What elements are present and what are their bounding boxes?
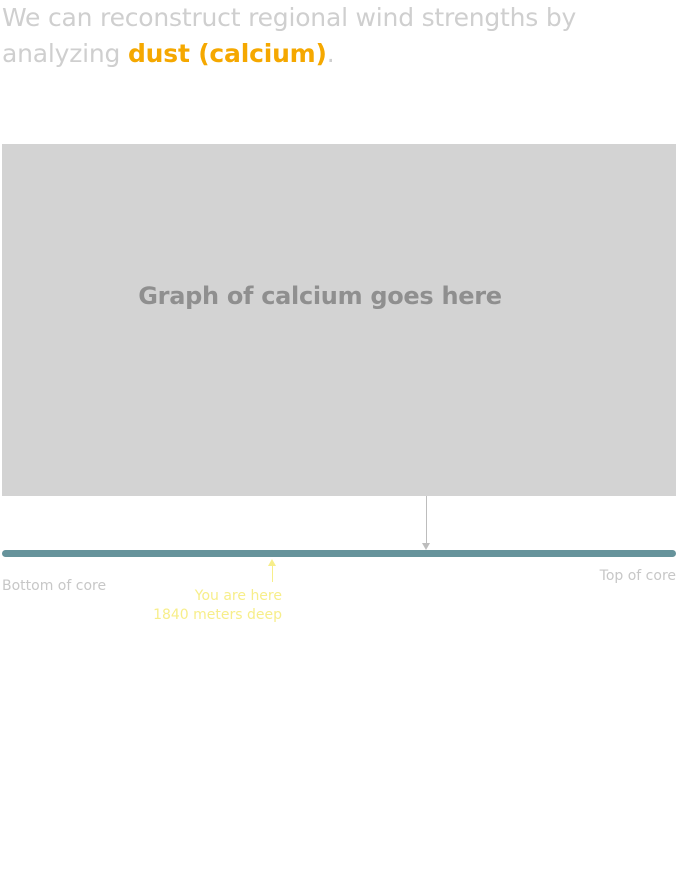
headline: We can reconstruct regional wind strengt… <box>2 0 674 72</box>
position-marker-label: You are here 1840 meters deep <box>153 587 282 625</box>
headline-suffix: . <box>326 39 335 68</box>
top-of-core-label: Top of core <box>599 568 676 584</box>
graph-pointer-line <box>426 496 427 544</box>
you-are-here-text: You are here <box>194 588 282 604</box>
up-arrow-icon <box>268 559 276 566</box>
calcium-graph-placeholder <box>2 144 676 496</box>
ice-core-timeline-bar[interactable] <box>2 550 676 557</box>
position-marker-line <box>272 565 273 582</box>
graph-placeholder-label: Graph of calcium goes here <box>138 282 502 310</box>
headline-prefix: We can reconstruct regional wind strengt… <box>2 3 577 68</box>
depth-text: 1840 meters deep <box>153 607 282 623</box>
down-arrow-icon <box>422 543 430 550</box>
bottom-of-core-label: Bottom of core <box>2 578 107 594</box>
headline-highlight: dust (calcium) <box>127 39 327 68</box>
